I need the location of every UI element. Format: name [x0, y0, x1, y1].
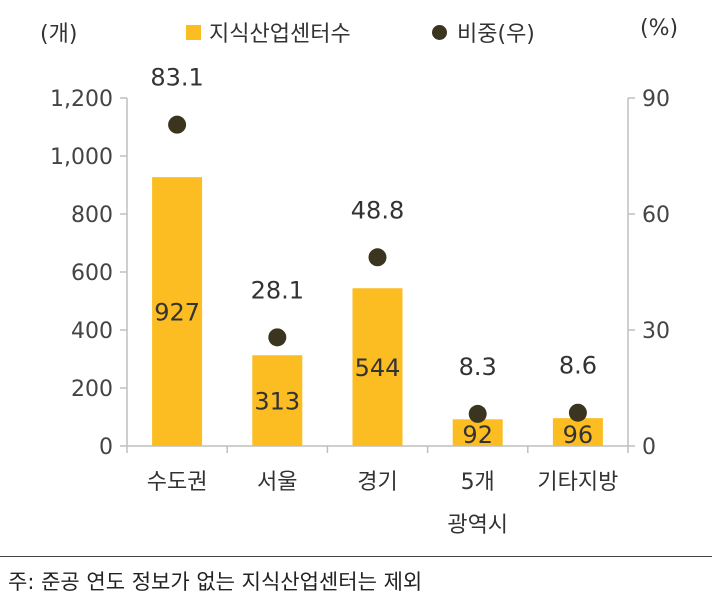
share-value-label: 28.1: [251, 276, 304, 304]
x-axis-category-label: 수도권: [147, 470, 208, 495]
share-value-label: 48.8: [351, 196, 404, 224]
share-value-label: 8.3: [459, 353, 497, 381]
left-axis-tick-label: 200: [71, 377, 113, 402]
legend-item-bars: 지식산업센터수: [186, 16, 351, 48]
left-axis-tick-label: 1,000: [50, 145, 113, 170]
left-axis-unit: (개): [40, 22, 78, 47]
right-axis-tick-label: 30: [642, 319, 670, 344]
share-dot: [368, 248, 387, 267]
legend-bar-label: 지식산업센터수: [209, 22, 351, 47]
bar-value-label: 96: [563, 421, 594, 449]
bar: [452, 419, 503, 446]
x-axis-category-label: 5개: [461, 470, 495, 495]
x-axis-category-label: 경기: [357, 470, 397, 495]
left-axis-tick-label: 0: [99, 435, 113, 460]
left-axis-tick-label: 600: [71, 261, 113, 286]
footnote: 주: 준공 연도 정보가 없는 지식산업센터는 제외: [8, 570, 423, 594]
left-axis-tick-label: 1,200: [50, 87, 113, 112]
bar-value-label: 92: [462, 421, 493, 449]
right-axis-tick-label: 90: [642, 87, 670, 112]
bar-value-label: 544: [355, 354, 401, 382]
right-axis-tick-label: 60: [642, 203, 670, 228]
share-value-label: 83.1: [150, 64, 203, 92]
bar-value-label: 313: [254, 388, 300, 416]
legend-bar-swatch: [186, 24, 201, 40]
footnote-separator: [0, 556, 712, 557]
bar-value-label: 927: [154, 299, 200, 327]
share-dot: [168, 115, 187, 134]
legend-dot-label: 비중(우): [457, 22, 535, 47]
bar: [352, 288, 403, 446]
share-dot: [568, 403, 587, 422]
right-axis-unit: (%): [640, 16, 679, 41]
chart-canvas: 0 200 400 600 800 1,000 1,200 0 30 60 90 927 313 544 9…: [50, 64, 670, 538]
share-value-label: 8.6: [559, 352, 597, 380]
x-axis-category-label: 기타지방: [537, 470, 618, 495]
share-dot: [268, 328, 287, 347]
bar: [252, 355, 303, 446]
bar: [552, 418, 603, 446]
x-axis-category-label: 서울: [257, 470, 297, 495]
x-axis-category-label: 광역시: [447, 513, 508, 538]
right-axis-tick-label: 0: [642, 435, 656, 460]
legend-dot-swatch: [432, 24, 447, 40]
share-dot: [468, 404, 487, 423]
left-axis-tick-label: 400: [71, 319, 113, 344]
bar: [152, 177, 203, 447]
legend-item-dots: 비중(우): [432, 16, 535, 48]
left-axis-tick-label: 800: [71, 203, 113, 228]
